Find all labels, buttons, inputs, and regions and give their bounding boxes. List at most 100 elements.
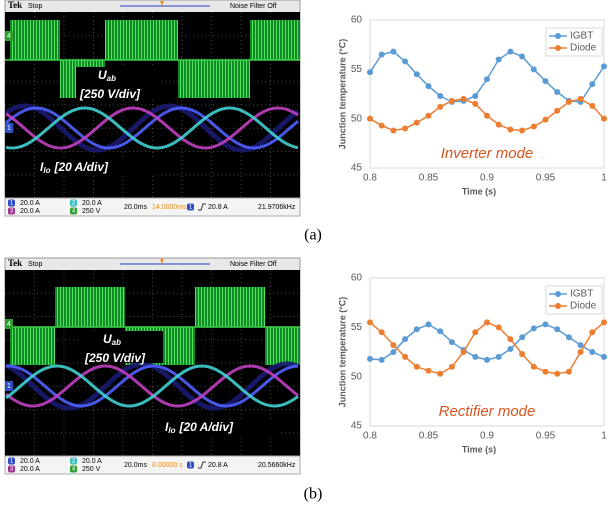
oscilloscope: TekStopNoise Filter Off41Uab[250 V/div]I… [5,0,300,216]
timebase: 20.0ms [124,462,147,469]
point [554,326,560,332]
point [507,127,513,133]
point [461,96,467,102]
x-tick-label: 0.8 [363,431,377,442]
point [414,364,420,370]
legend-label: Diode [570,43,597,54]
point [496,324,502,330]
x-axis-title: Time (s) [462,186,496,196]
x-axis-title: Time (s) [462,444,496,454]
legend-label: IGBT [570,31,593,42]
legend-label: IGBT [570,289,593,300]
y-tick-label: 45 [351,163,363,174]
annotation: Rectifier mode [439,403,536,420]
point [496,56,502,62]
legend-label: Diode [570,301,597,312]
trigger-level: 20.8 A [208,204,228,211]
channel-marker-label: 4 [7,321,11,328]
point [437,93,443,99]
point [390,49,396,55]
x-tick-label: 0.8 [363,173,377,184]
point [566,369,572,375]
point [519,334,525,340]
x-tick-label: 0.85 [419,173,439,184]
point [367,356,373,362]
legend-marker [555,45,561,51]
y-tick-label: 55 [351,64,363,75]
point [589,103,595,109]
channel-setting: 250 V [82,208,101,215]
point [543,321,549,327]
point [437,104,443,110]
point [531,124,537,130]
point [402,354,408,360]
y-tick-label: 60 [351,15,363,26]
point [379,329,385,335]
point [589,81,595,87]
point [601,354,607,360]
x-tick-label: 0.9 [480,431,494,442]
channel-setting: 20.0 A [82,458,102,465]
point [367,319,373,325]
point [472,329,478,335]
point [543,369,549,375]
channel-setting: 20.0 A [20,208,40,215]
point [402,58,408,64]
pwm-block [178,60,250,98]
channel-setting: 20.0 A [20,466,40,473]
scope-status: Stop [28,3,43,10]
x-tick-label: 0.95 [536,431,556,442]
point [461,349,467,355]
point [507,346,513,352]
point [543,117,549,123]
point [414,71,420,77]
line-chart: 455055600.80.850.90.951Time (s)Junction … [337,273,607,455]
position: 14.0000ms [152,204,187,211]
label-scale: [20 A/div] [53,160,109,174]
point [379,123,385,129]
point [554,89,560,95]
channel-setting: 20.0 A [20,200,40,207]
pwm-block [55,287,125,327]
y-axis-title: Junction temperature (°C) [337,297,347,408]
pwm-block [10,327,55,365]
channel-setting: 20.0 A [82,200,102,207]
point [472,101,478,107]
point [519,128,525,134]
scope-status: Stop [28,261,43,268]
channel-marker-label: 1 [7,383,11,390]
frequency: 20.5660kHz [258,462,296,469]
y-tick-label: 45 [351,421,363,432]
label-subscript: lo [43,166,50,175]
y-tick-label: 55 [351,322,363,333]
point [426,368,432,374]
point [426,113,432,119]
legend-marker [555,291,561,297]
pwm-block [265,327,300,365]
oscilloscope: TekStopNoise Filter Off41Uab[250 V/div]I… [5,258,300,474]
point [437,371,443,377]
point [472,354,478,360]
point [496,354,502,360]
channel-marker-label: 1 [7,125,11,132]
point [531,325,537,331]
point [507,49,513,55]
pwm-block [10,20,60,60]
y-tick-label: 50 [351,113,363,124]
point [531,66,537,72]
point [589,349,595,355]
label-symbol: U [103,332,112,346]
annotation: Inverter mode [441,145,534,162]
point [554,371,560,377]
point [484,319,490,325]
figure: (a) (b) TekStopNoise Filter Off41Uab[250… [0,0,608,510]
point [566,334,572,340]
point [449,364,455,370]
point [379,52,385,58]
point [472,93,478,99]
point [519,54,525,60]
y-tick-label: 50 [351,371,363,382]
channel-setting: 250 V [82,466,101,473]
point [414,326,420,332]
x-tick-label: 1 [601,173,607,184]
